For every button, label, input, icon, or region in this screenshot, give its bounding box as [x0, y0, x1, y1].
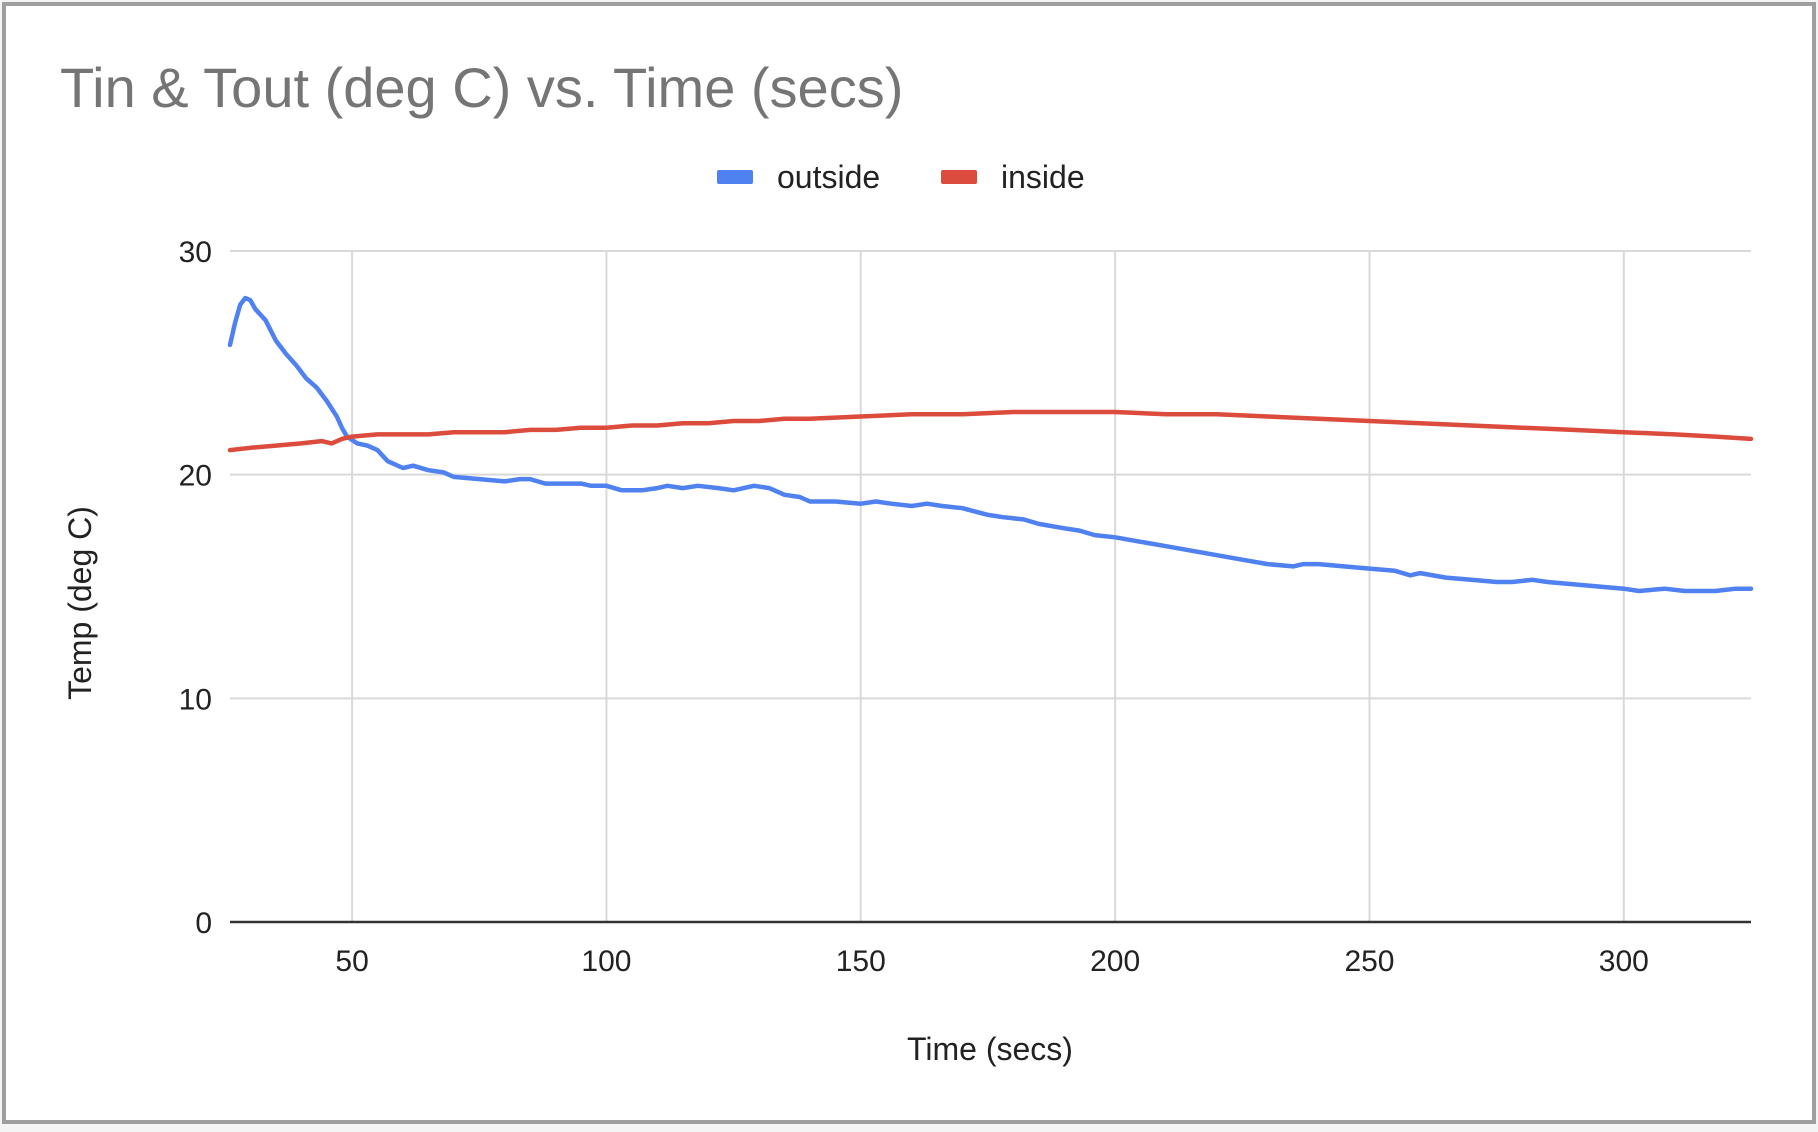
y-axis-title: Temp (deg C) [62, 506, 98, 700]
legend: outside inside [717, 159, 1085, 195]
legend-swatch-outside [717, 170, 753, 184]
x-tick-label-300: 300 [1599, 945, 1649, 978]
y-tick-label-20: 20 [179, 460, 212, 493]
legend-label-inside: inside [1001, 159, 1085, 195]
x-tick-label-200: 200 [1090, 945, 1140, 978]
legend-label-outside: outside [777, 159, 880, 195]
legend-swatch-inside [941, 170, 977, 184]
series-layer [227, 295, 1754, 594]
tick-labels: 0 10 20 30 50 100 150 200 250 300 [179, 236, 1649, 978]
y-tick-label-30: 30 [179, 236, 212, 269]
gridlines [230, 250, 1751, 922]
x-tick-label-150: 150 [836, 945, 886, 978]
chart-title: Tin & Tout (deg C) vs. Time (secs) [60, 56, 903, 119]
y-tick-label-0: 0 [195, 907, 212, 940]
series-line-inside [227, 409, 1754, 453]
x-tick-label-100: 100 [581, 945, 631, 978]
y-tick-label-10: 10 [179, 683, 212, 716]
x-axis-title: Time (secs) [907, 1031, 1073, 1067]
x-tick-label-250: 250 [1344, 945, 1394, 978]
x-tick-label-50: 50 [335, 945, 368, 978]
